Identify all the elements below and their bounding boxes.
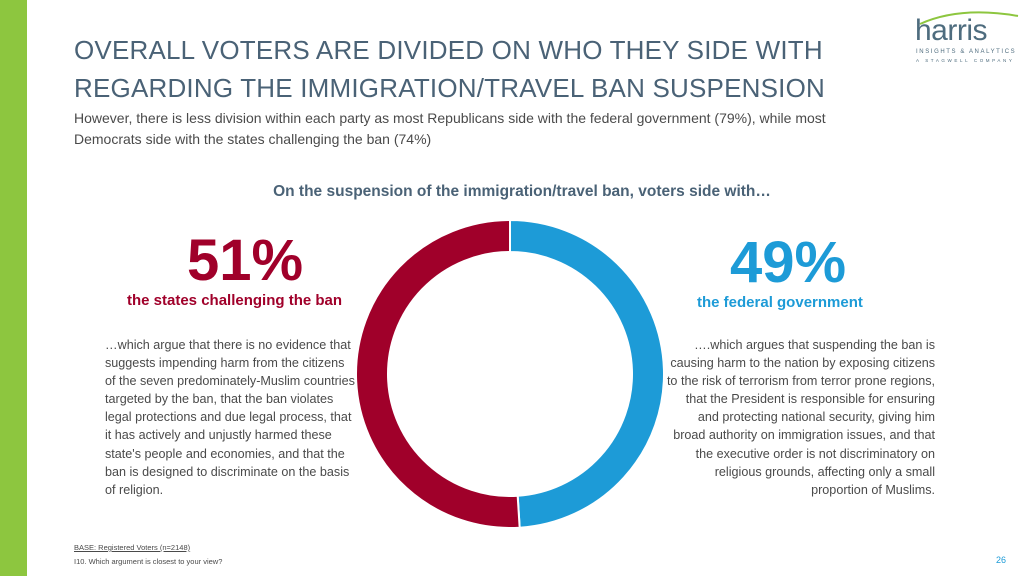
- page-number: 26: [996, 555, 1007, 565]
- states-argument-text: …which argue that there is no evidence t…: [105, 338, 355, 497]
- page-subtitle: However, there is less division within e…: [74, 110, 826, 147]
- federal-argument-text: ….which argues that suspending the ban i…: [666, 338, 935, 497]
- page-title: OVERALL VOTERS ARE DIVIDED ON WHO THEY S…: [74, 35, 825, 103]
- value-label-federal: 49%: [730, 230, 847, 295]
- logo-tagline: INSIGHTS & ANALYTICS: [916, 49, 1017, 55]
- accent-sidebar-bar: [0, 0, 27, 576]
- donut-slice-federal: [509, 218, 665, 529]
- base-note: BASE: Registered Voters (n=2148): [74, 543, 191, 552]
- donut-slice-states: [355, 218, 521, 529]
- chart-title: On the suspension of the immigration/tra…: [273, 183, 771, 200]
- logo-company-line: A STAGWELL COMPANY: [916, 58, 1015, 63]
- category-label-states: the states challenging the ban: [127, 292, 343, 309]
- logo-wordmark: harris: [915, 14, 988, 47]
- question-note: I10. Which argument is closest to your v…: [74, 557, 223, 566]
- category-label-federal: the federal government: [697, 294, 863, 311]
- value-label-states: 51%: [187, 228, 304, 293]
- logo-swoosh-icon: [919, 11, 1019, 25]
- harris-logo: harris INSIGHTS & ANALYTICS A STAGWELL C…: [900, 8, 1020, 68]
- donut-chart: [355, 218, 665, 529]
